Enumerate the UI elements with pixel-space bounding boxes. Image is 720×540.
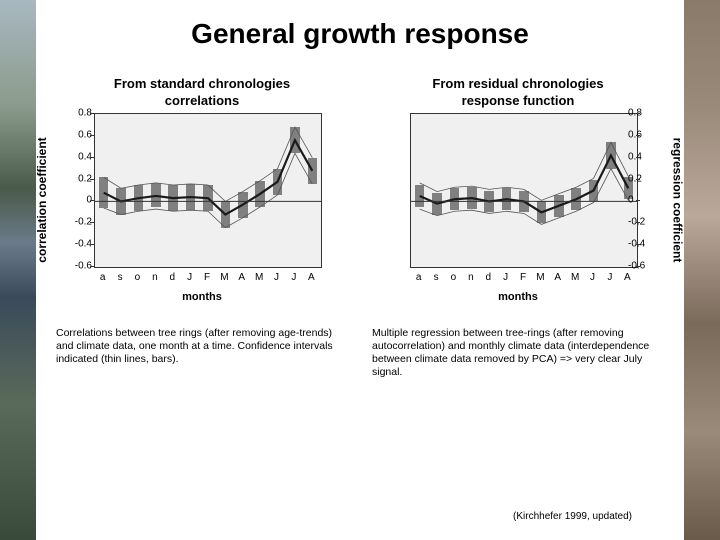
ytick: 0 xyxy=(628,195,654,206)
background-left-strip xyxy=(0,0,36,540)
xtick: s xyxy=(434,272,439,283)
ytick: -0.4 xyxy=(66,239,92,250)
left-x-label: months xyxy=(48,291,356,303)
xtick: F xyxy=(204,272,210,283)
left-chart-title: correlations xyxy=(48,93,356,108)
xtick: J xyxy=(187,272,192,283)
ytick: -0.2 xyxy=(628,217,654,228)
ytick: 0.4 xyxy=(628,151,654,162)
ytick: 0.8 xyxy=(628,108,654,119)
xtick: s xyxy=(118,272,123,283)
page-title: General growth response xyxy=(46,18,674,50)
ci-lower xyxy=(104,153,313,227)
chart-lines xyxy=(95,114,321,267)
ytick: -0.2 xyxy=(66,217,92,228)
left-column: From standard chronologies correlations … xyxy=(48,76,356,366)
ytick: 0.6 xyxy=(66,129,92,140)
ytick: 0.2 xyxy=(66,173,92,184)
xtick: J xyxy=(607,272,612,283)
ytick: 0 xyxy=(66,195,92,206)
xtick: F xyxy=(520,272,526,283)
xtick: M xyxy=(536,272,544,283)
mean-line xyxy=(420,156,629,213)
xtick: d xyxy=(169,272,175,283)
ci-upper xyxy=(104,127,313,201)
ci-lower xyxy=(420,169,629,225)
xtick: J xyxy=(503,272,508,283)
chart-lines xyxy=(411,114,637,267)
background-right-strip xyxy=(684,0,720,540)
ytick: 0.4 xyxy=(66,151,92,162)
right-column: From residual chronologies response func… xyxy=(364,76,672,380)
ytick: 0.6 xyxy=(628,129,654,140)
left-y-label: correlation coefficient xyxy=(35,137,49,262)
right-x-label: months xyxy=(364,291,672,303)
left-plot-area xyxy=(94,113,322,268)
right-chart: response function regression coefficient… xyxy=(364,95,672,305)
ytick: -0.6 xyxy=(628,261,654,272)
xtick: A xyxy=(238,272,245,283)
slide-body: General growth response From standard ch… xyxy=(36,0,684,540)
xtick: o xyxy=(451,272,457,283)
charts-row: From standard chronologies correlations … xyxy=(46,76,674,380)
ytick: 0.2 xyxy=(628,173,654,184)
xtick: d xyxy=(485,272,491,283)
xtick: o xyxy=(135,272,141,283)
right-chart-title: response function xyxy=(364,93,672,108)
xtick: A xyxy=(624,272,631,283)
right-plot-area xyxy=(410,113,638,268)
xtick: n xyxy=(152,272,158,283)
left-chart: correlations correlation coefficient mon… xyxy=(48,95,356,305)
xtick: M xyxy=(571,272,579,283)
ytick: -0.4 xyxy=(628,239,654,250)
mean-line xyxy=(104,140,313,214)
right-y-label: regression coefficient xyxy=(671,138,685,263)
xtick: J xyxy=(590,272,595,283)
xtick: M xyxy=(255,272,263,283)
xtick: A xyxy=(554,272,561,283)
left-subhead: From standard chronologies xyxy=(48,76,356,91)
xtick: a xyxy=(416,272,422,283)
right-caption: Multiple regression between tree-rings (… xyxy=(364,327,672,380)
ci-upper xyxy=(420,142,629,200)
ytick: 0.8 xyxy=(66,108,92,119)
xtick: A xyxy=(308,272,315,283)
right-subhead: From residual chronologies xyxy=(364,76,672,91)
left-caption: Correlations between tree rings (after r… xyxy=(48,327,356,366)
citation: (Kirchhefer 1999, updated) xyxy=(513,511,632,522)
xtick: a xyxy=(100,272,106,283)
ytick: -0.6 xyxy=(66,261,92,272)
xtick: J xyxy=(291,272,296,283)
xtick: J xyxy=(274,272,279,283)
xtick: M xyxy=(220,272,228,283)
xtick: n xyxy=(468,272,474,283)
